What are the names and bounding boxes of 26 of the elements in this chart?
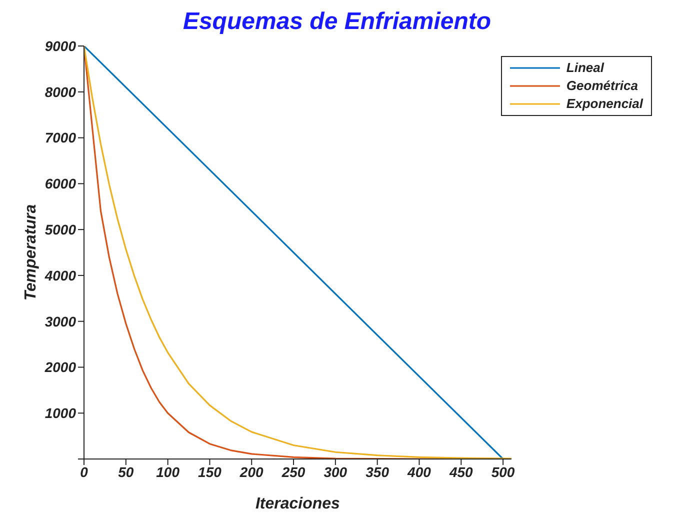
x-tick-label: 0 xyxy=(80,464,88,480)
x-tick-label: 50 xyxy=(118,464,134,480)
x-tick-label: 350 xyxy=(366,464,390,480)
legend-label: Lineal xyxy=(566,59,604,77)
x-tick-label: 150 xyxy=(198,464,222,480)
y-tick-label: 1000 xyxy=(44,405,76,422)
x-axis-title: Iteraciones xyxy=(255,495,340,512)
y-tick-label: 5000 xyxy=(44,222,76,238)
chart-title: Esquemas de Enfriamiento xyxy=(182,8,492,36)
y-tick-label: 9000 xyxy=(44,38,76,54)
x-tick-label: 500 xyxy=(491,464,515,480)
y-tick-label: 2000 xyxy=(44,359,76,376)
legend-label: Exponencial xyxy=(566,95,643,113)
x-tick-label: 100 xyxy=(156,464,180,480)
x-tick-label: 250 xyxy=(280,464,306,480)
x-tick-label: 300 xyxy=(324,464,348,480)
y-tick-label: 8000 xyxy=(44,84,76,100)
x-tick-label: 200 xyxy=(238,464,264,480)
y-tick-label: 6000 xyxy=(44,176,76,192)
y-axis-title: Temperatura xyxy=(22,204,40,301)
x-tick-label: 400 xyxy=(406,464,432,480)
y-tick-label: 4000 xyxy=(44,267,76,284)
x-tick-label: 450 xyxy=(448,464,474,480)
y-tick-label: 3000 xyxy=(44,313,76,330)
legend-label: Geométrica xyxy=(566,77,638,95)
y-tick-label: 7000 xyxy=(44,130,76,146)
